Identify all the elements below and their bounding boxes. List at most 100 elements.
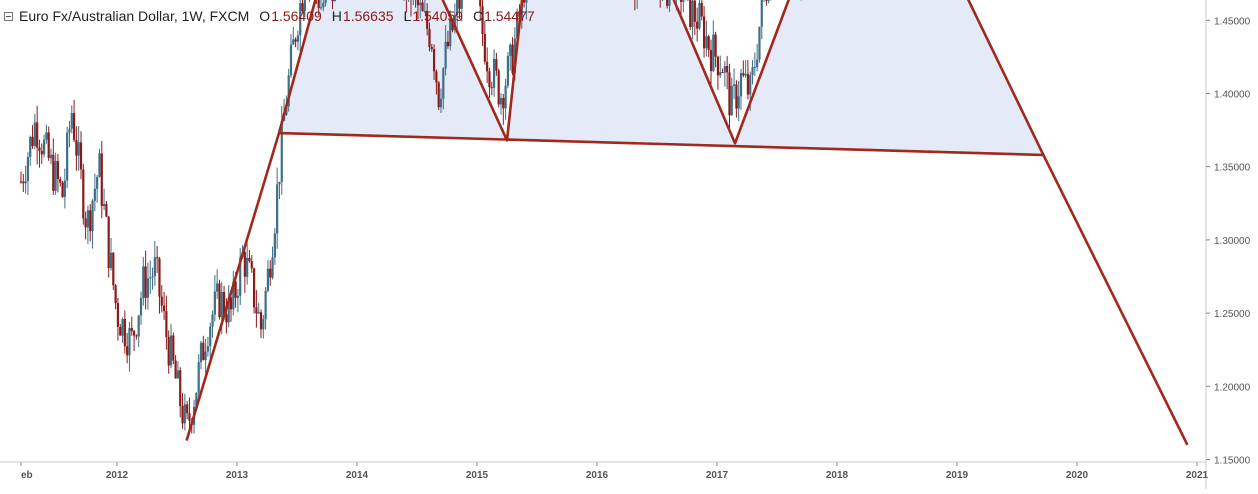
candle-up xyxy=(68,128,71,133)
candle-down xyxy=(56,161,60,180)
candle-up xyxy=(719,72,722,76)
candle-down xyxy=(728,72,731,116)
neckline xyxy=(278,131,1044,157)
high-value: H1.56635 xyxy=(331,8,394,24)
candle-down xyxy=(225,314,228,323)
symbol-label: Euro Fx/Australian Dollar, 1W, FXCM xyxy=(19,8,250,24)
candle-down xyxy=(126,346,129,356)
candle-down xyxy=(114,285,117,304)
candle-up xyxy=(169,335,173,366)
candle-down xyxy=(689,0,692,27)
candle-up xyxy=(102,203,106,207)
candle-up xyxy=(423,10,426,12)
candle-up xyxy=(227,297,230,323)
candle-down xyxy=(167,336,170,366)
x-tick-label: 2018 xyxy=(826,470,849,481)
candle-down xyxy=(301,3,304,12)
candle-up xyxy=(751,67,754,76)
candle-up xyxy=(504,85,507,109)
collapse-legend-icon[interactable] xyxy=(4,11,13,21)
candle-up xyxy=(280,120,283,182)
candle-up xyxy=(273,233,276,258)
candle-up xyxy=(712,34,715,72)
candle-down xyxy=(75,139,78,156)
candle-down xyxy=(116,303,120,327)
candle-down xyxy=(702,16,706,49)
candle-down xyxy=(82,169,85,219)
candle-up xyxy=(492,58,496,88)
candle-down xyxy=(458,0,461,9)
candle-down xyxy=(38,147,41,151)
candle-down xyxy=(707,36,710,50)
candle-down xyxy=(186,404,189,414)
candle-down xyxy=(156,257,159,259)
candle-up xyxy=(146,278,150,298)
candle-down xyxy=(481,6,484,34)
candle-up xyxy=(149,277,152,279)
candle-up xyxy=(333,0,336,2)
candle-up xyxy=(176,370,180,379)
y-tick-label: 1.15000 xyxy=(1214,456,1251,467)
candle-up xyxy=(322,3,325,8)
candle-up xyxy=(204,351,207,360)
candle-down xyxy=(700,2,703,17)
candle-up xyxy=(236,295,240,298)
x-tick-label: 2017 xyxy=(706,470,729,481)
candle-up xyxy=(262,319,265,330)
candle-down xyxy=(52,154,55,191)
candle-up xyxy=(698,2,701,29)
candle-up xyxy=(499,97,503,105)
candle-down xyxy=(132,331,136,336)
candle-down xyxy=(709,49,713,72)
candle-up xyxy=(197,362,200,393)
candle-down xyxy=(84,218,87,228)
candle-down xyxy=(229,297,233,310)
candle-down xyxy=(714,34,717,57)
chart-legend: Euro Fx/Australian Dollar, 1W, FXCM O1.5… xyxy=(4,8,545,24)
candle-down xyxy=(248,257,251,262)
candle-up xyxy=(276,184,279,234)
candle-up xyxy=(705,36,708,49)
candle-up xyxy=(86,210,90,228)
candle-up xyxy=(756,59,759,67)
candle-up xyxy=(324,0,327,4)
candle-up xyxy=(153,257,156,277)
candle-down xyxy=(31,136,34,147)
candle-up xyxy=(42,139,46,155)
candle-up xyxy=(506,55,510,86)
candle-up xyxy=(289,44,293,76)
candle-up xyxy=(213,291,216,315)
candle-down xyxy=(746,73,750,95)
candle-up xyxy=(264,290,267,320)
x-tick-label: 2021 xyxy=(1186,470,1209,481)
candle-down xyxy=(437,82,440,108)
candle-down xyxy=(317,0,320,8)
candle-down xyxy=(726,66,729,73)
candle-up xyxy=(63,180,66,198)
candle-up xyxy=(668,0,671,6)
candle-down xyxy=(135,335,138,337)
candle-up xyxy=(142,266,145,299)
candle-down xyxy=(100,153,103,207)
candle-down xyxy=(255,307,258,314)
candle-up xyxy=(96,177,99,189)
candle-down xyxy=(119,326,122,336)
candle-down xyxy=(72,113,76,140)
candle-down xyxy=(144,266,147,298)
candle-up xyxy=(449,19,452,47)
candle-up xyxy=(509,44,512,56)
candle-down xyxy=(36,122,39,148)
candle-up xyxy=(516,11,519,39)
x-tick-label: eb xyxy=(21,470,33,481)
candle-up xyxy=(77,142,80,156)
candle-up xyxy=(109,252,113,269)
candle-up xyxy=(121,318,124,336)
candle-down xyxy=(331,0,334,2)
candle-up xyxy=(758,26,761,60)
candle-up xyxy=(49,154,53,159)
candle-up xyxy=(239,257,242,296)
candle-up xyxy=(139,298,143,316)
candle-down xyxy=(22,181,25,184)
